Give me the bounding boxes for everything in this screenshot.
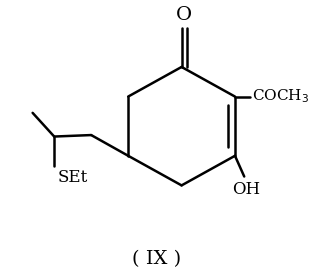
- Text: ( IX ): ( IX ): [132, 250, 182, 268]
- Text: OH: OH: [232, 181, 260, 198]
- Text: O: O: [176, 6, 193, 24]
- Text: COCH$_3$: COCH$_3$: [252, 88, 309, 106]
- Text: SEt: SEt: [57, 169, 88, 186]
